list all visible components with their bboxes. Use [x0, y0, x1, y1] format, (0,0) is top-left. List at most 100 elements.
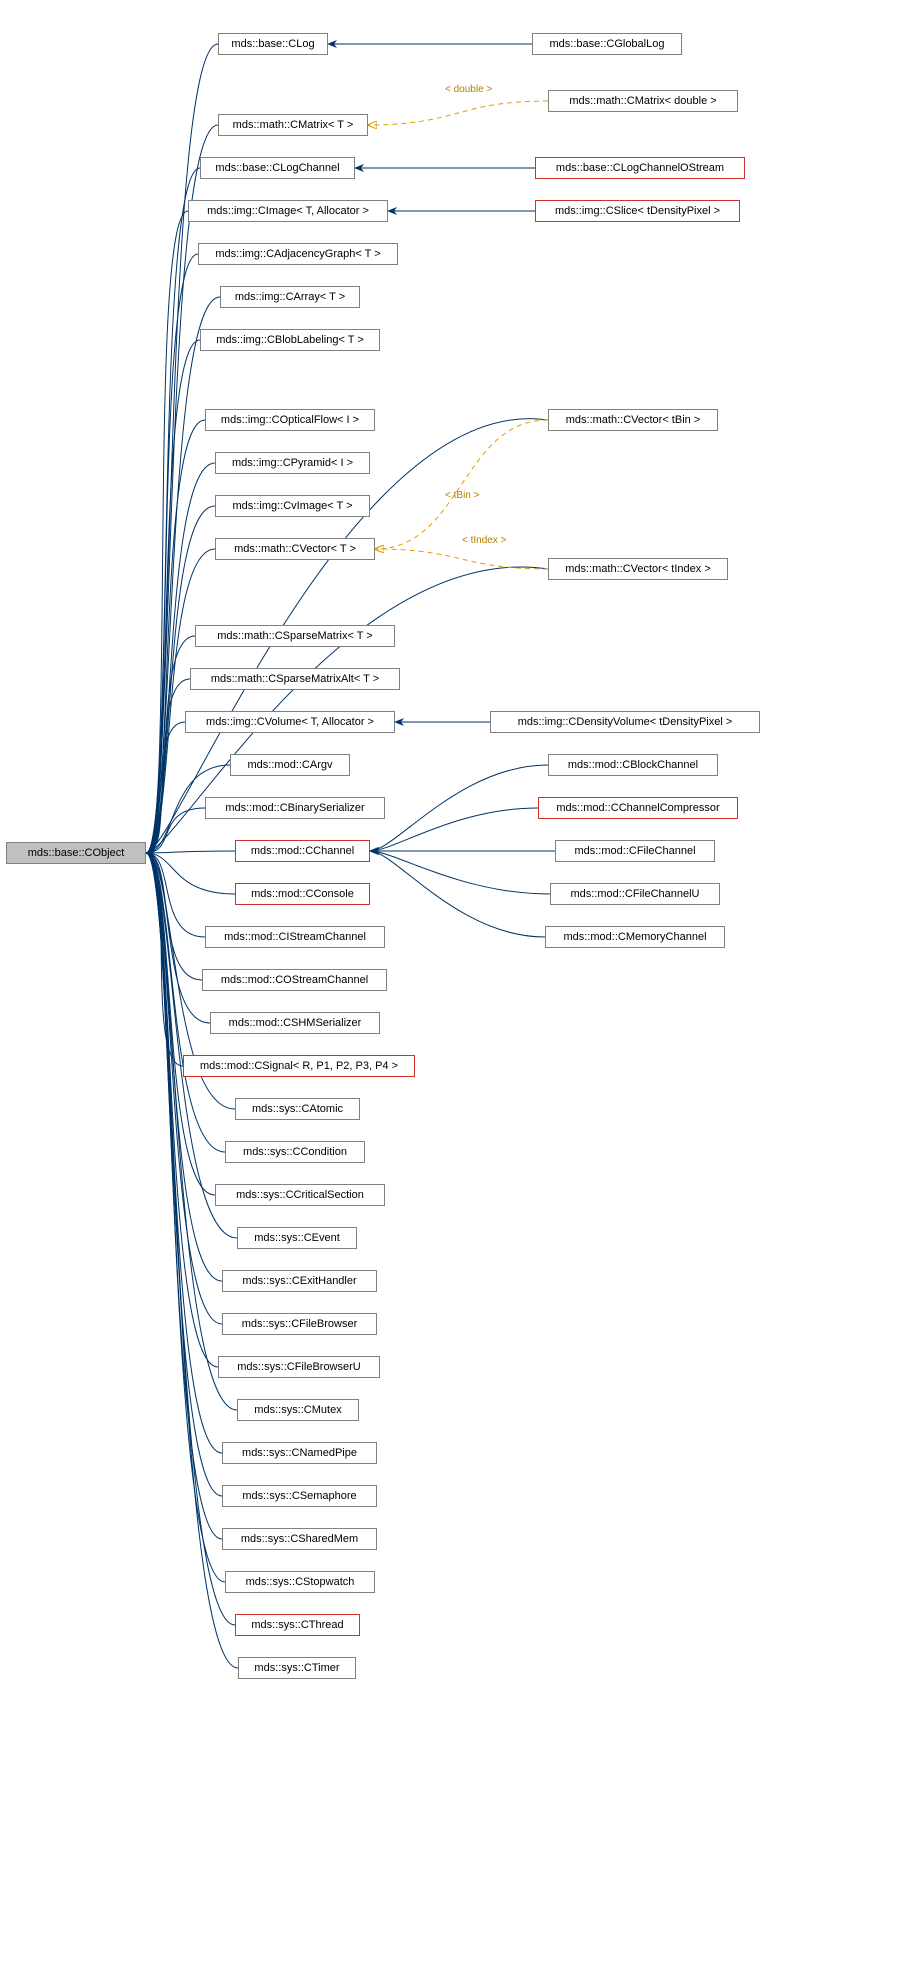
class-label: mds::sys::CThread — [251, 1619, 343, 1631]
class-node[interactable]: mds::sys::CStopwatch — [225, 1571, 375, 1593]
class-node[interactable]: mds::sys::CNamedPipe — [222, 1442, 377, 1464]
class-node[interactable]: mds::sys::CAtomic — [235, 1098, 360, 1120]
class-label: mds::mod::CBlockChannel — [568, 759, 698, 771]
class-node[interactable]: mds::mod::CSignal< R, P1, P2, P3, P4 > — [183, 1055, 415, 1077]
class-label: mds::mod::CConsole — [251, 888, 354, 900]
class-node[interactable]: mds::sys::CSemaphore — [222, 1485, 377, 1507]
class-label: mds::base::CObject — [28, 847, 125, 859]
class-node[interactable]: mds::base::CGlobalLog — [532, 33, 682, 55]
class-node[interactable]: mds::img::COpticalFlow< I > — [205, 409, 375, 431]
class-label: mds::math::CVector< T > — [234, 543, 356, 555]
inheritance-edge — [146, 851, 235, 853]
class-label: mds::sys::CFileBrowser — [242, 1318, 358, 1330]
class-node[interactable]: mds::mod::CConsole — [235, 883, 370, 905]
inheritance-edge — [146, 463, 215, 853]
class-node[interactable]: mds::math::CVector< tBin > — [548, 409, 718, 431]
class-label: mds::img::CImage< T, Allocator > — [207, 205, 369, 217]
inheritance-edge — [146, 340, 200, 853]
class-label: mds::sys::CNamedPipe — [242, 1447, 357, 1459]
class-node[interactable]: mds::img::CBlobLabeling< T > — [200, 329, 380, 351]
inheritance-edge — [146, 853, 222, 1324]
class-node[interactable]: mds::sys::CTimer — [238, 1657, 356, 1679]
class-node[interactable]: mds::img::CPyramid< I > — [215, 452, 370, 474]
class-node[interactable]: mds::math::CVector< tIndex > — [548, 558, 728, 580]
class-node[interactable]: mds::mod::COStreamChannel — [202, 969, 387, 991]
class-node[interactable]: mds::img::CVolume< T, Allocator > — [185, 711, 395, 733]
class-label: mds::img::CDensityVolume< tDensityPixel … — [518, 716, 733, 728]
class-label: mds::base::CLogChannelOStream — [556, 162, 724, 174]
class-label: mds::math::CMatrix< T > — [233, 119, 354, 131]
class-label: mds::mod::CFileChannel — [574, 845, 695, 857]
class-label: mds::sys::CAtomic — [252, 1103, 343, 1115]
class-label: mds::mod::CBinarySerializer — [225, 802, 364, 814]
inheritance-edge — [370, 765, 548, 851]
edges-layer — [0, 0, 920, 1963]
class-node[interactable]: mds::mod::CFileChannel — [555, 840, 715, 862]
inheritance-edge — [370, 808, 538, 851]
class-label: mds::sys::CEvent — [254, 1232, 340, 1244]
class-node[interactable]: mds::img::CImage< T, Allocator > — [188, 200, 388, 222]
class-node[interactable]: mds::mod::CChannelCompressor — [538, 797, 738, 819]
class-label: mds::img::CAdjacencyGraph< T > — [215, 248, 380, 260]
class-node[interactable]: mds::mod::CSHMSerializer — [210, 1012, 380, 1034]
class-label: mds::math::CSparseMatrix< T > — [217, 630, 372, 642]
template-param-label: < tBin > — [445, 490, 479, 501]
class-label: mds::math::CMatrix< double > — [569, 95, 716, 107]
class-node[interactable]: mds::mod::CChannel — [235, 840, 370, 862]
class-node[interactable]: mds::sys::CMutex — [237, 1399, 359, 1421]
class-node[interactable]: mds::math::CMatrix< double > — [548, 90, 738, 112]
class-node[interactable]: mds::mod::CIStreamChannel — [205, 926, 385, 948]
class-node[interactable]: mds::base::CLogChannel — [200, 157, 355, 179]
class-label: mds::mod::CSignal< R, P1, P2, P3, P4 > — [200, 1060, 398, 1072]
inheritance-edge — [370, 851, 545, 937]
class-node[interactable]: mds::mod::CArgv — [230, 754, 350, 776]
class-label: mds::mod::CIStreamChannel — [224, 931, 366, 943]
class-node[interactable]: mds::img::CArray< T > — [220, 286, 360, 308]
template-edge — [375, 420, 548, 549]
class-node[interactable]: mds::base::CLog — [218, 33, 328, 55]
class-node[interactable]: mds::math::CSparseMatrix< T > — [195, 625, 395, 647]
class-node[interactable]: mds::img::CvImage< T > — [215, 495, 370, 517]
class-node[interactable]: mds::img::CSlice< tDensityPixel > — [535, 200, 740, 222]
class-label: mds::sys::CCondition — [243, 1146, 347, 1158]
class-label: mds::mod::CArgv — [248, 759, 333, 771]
class-node[interactable]: mds::sys::CCriticalSection — [215, 1184, 385, 1206]
template-edge — [368, 101, 548, 125]
class-node[interactable]: mds::mod::CBlockChannel — [548, 754, 718, 776]
class-node[interactable]: mds::sys::CFileBrowserU — [218, 1356, 380, 1378]
class-node[interactable]: mds::sys::CCondition — [225, 1141, 365, 1163]
class-label: mds::img::CVolume< T, Allocator > — [206, 716, 374, 728]
template-param-label: < tIndex > — [462, 535, 506, 546]
template-param-label: < double > — [445, 84, 492, 95]
class-node[interactable]: mds::mod::CMemoryChannel — [545, 926, 725, 948]
class-label: mds::img::CSlice< tDensityPixel > — [555, 205, 720, 217]
class-node[interactable]: mds::sys::CThread — [235, 1614, 360, 1636]
class-label: mds::sys::CFileBrowserU — [237, 1361, 360, 1373]
class-label: mds::mod::CChannel — [251, 845, 354, 857]
class-node[interactable]: mds::math::CMatrix< T > — [218, 114, 368, 136]
class-label: mds::img::COpticalFlow< I > — [221, 414, 359, 426]
class-node[interactable]: mds::math::CVector< T > — [215, 538, 375, 560]
class-label: mds::img::CvImage< T > — [232, 500, 352, 512]
class-label: mds::mod::CFileChannelU — [571, 888, 700, 900]
class-label: mds::img::CBlobLabeling< T > — [216, 334, 364, 346]
class-node[interactable]: mds::mod::CFileChannelU — [550, 883, 720, 905]
class-node[interactable]: mds::sys::CSharedMem — [222, 1528, 377, 1550]
class-label: mds::math::CVector< tBin > — [566, 414, 701, 426]
class-node[interactable]: mds::mod::CBinarySerializer — [205, 797, 385, 819]
class-label: mds::mod::COStreamChannel — [221, 974, 368, 986]
class-node[interactable]: mds::math::CSparseMatrixAlt< T > — [190, 668, 400, 690]
class-node[interactable]: mds::sys::CEvent — [237, 1227, 357, 1249]
class-label: mds::sys::CMutex — [254, 1404, 341, 1416]
class-node[interactable]: mds::base::CLogChannelOStream — [535, 157, 745, 179]
class-node[interactable]: mds::sys::CFileBrowser — [222, 1313, 377, 1335]
root-class-node[interactable]: mds::base::CObject — [6, 842, 146, 864]
class-label: mds::sys::CSemaphore — [242, 1490, 356, 1502]
class-node[interactable]: mds::img::CAdjacencyGraph< T > — [198, 243, 398, 265]
inheritance-edge — [146, 168, 200, 853]
class-node[interactable]: mds::img::CDensityVolume< tDensityPixel … — [490, 711, 760, 733]
class-node[interactable]: mds::sys::CExitHandler — [222, 1270, 377, 1292]
inheritance-edge — [370, 851, 550, 894]
template-edge — [375, 549, 548, 569]
class-label: mds::img::CPyramid< I > — [232, 457, 353, 469]
